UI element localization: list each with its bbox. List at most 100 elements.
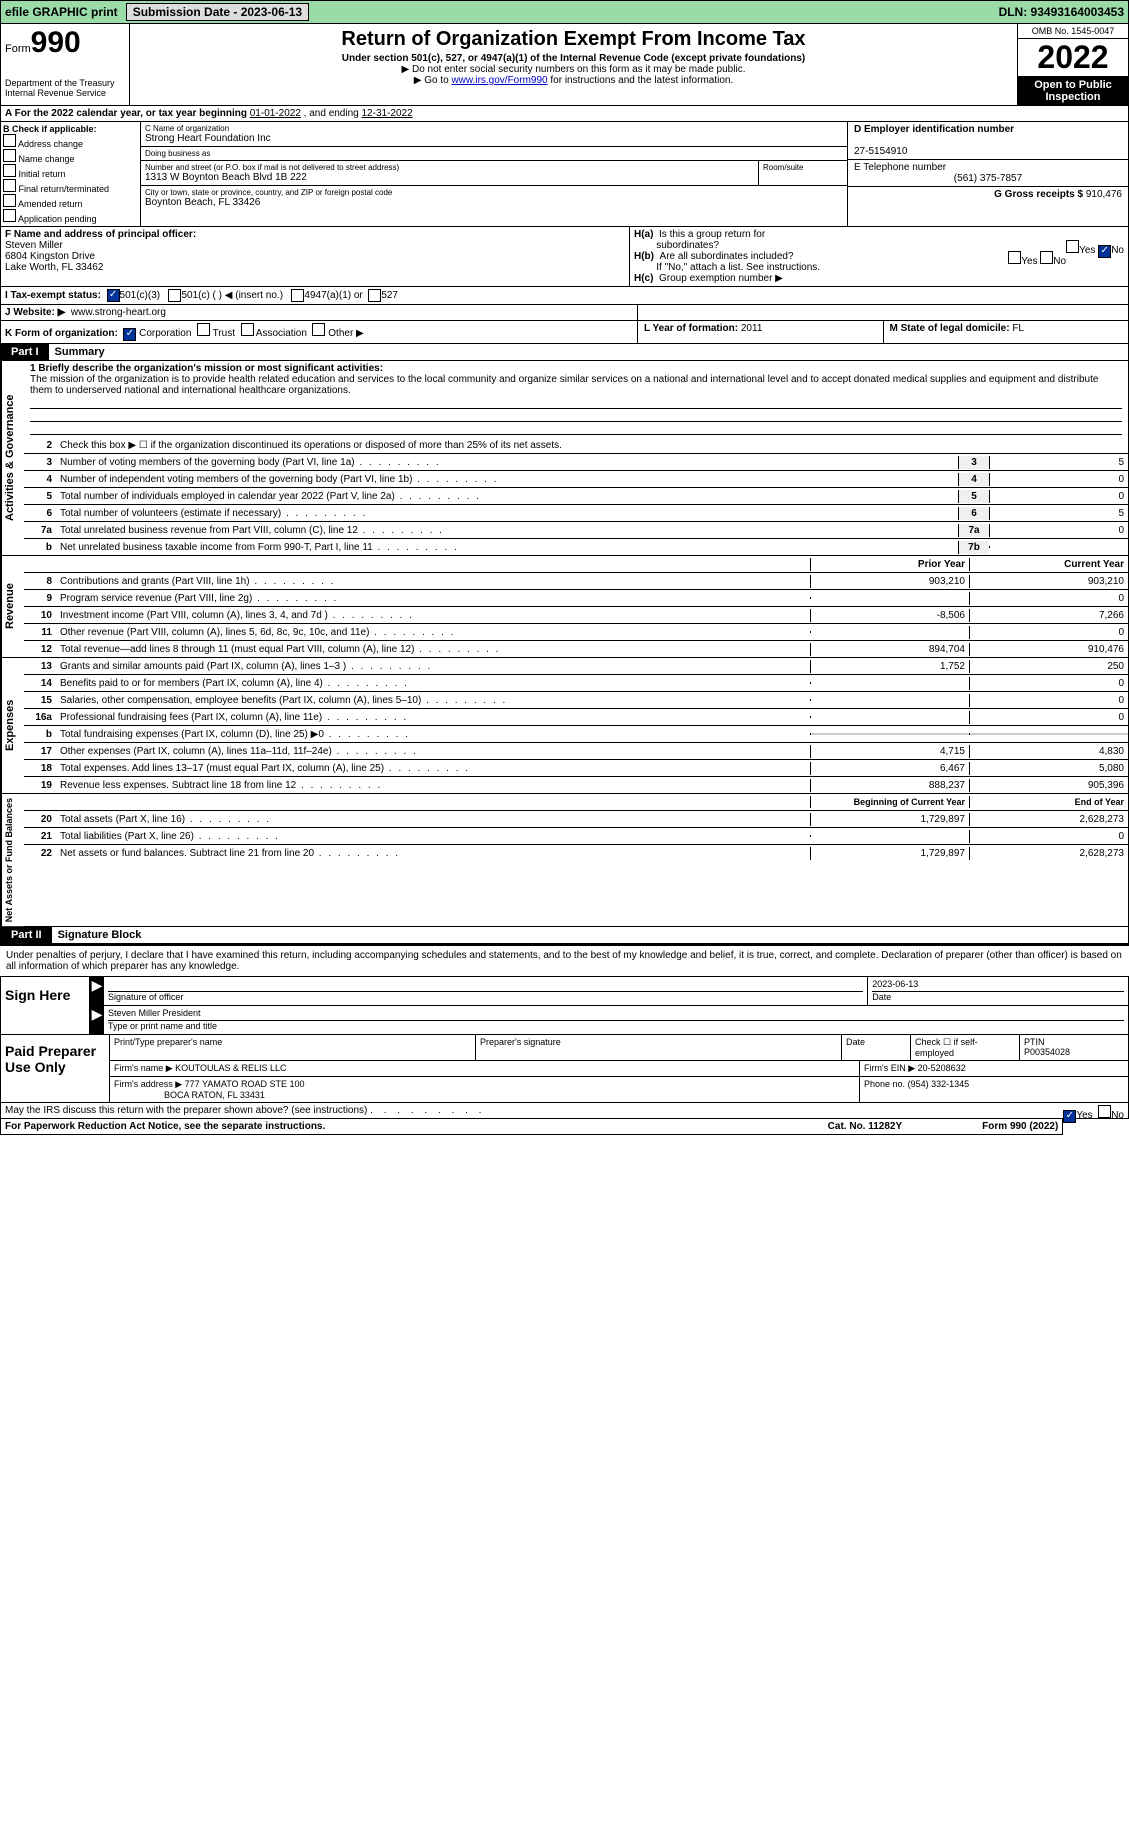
form-trust[interactable] xyxy=(197,323,210,336)
form-corp[interactable]: ✓ xyxy=(123,328,136,341)
discuss-yes[interactable]: ✓ xyxy=(1063,1110,1076,1123)
dba-label: Doing business as xyxy=(145,149,843,158)
ein-value: 27-5154910 xyxy=(854,146,907,157)
declaration-text: Under penalties of perjury, I declare th… xyxy=(0,944,1129,976)
line-10: 10 Investment income (Part VIII, column … xyxy=(24,607,1128,624)
gross-value: 910,476 xyxy=(1086,189,1122,200)
open-public-label: Open to Public Inspection xyxy=(1018,77,1128,105)
prior-year-header: Prior Year xyxy=(810,558,969,571)
org-name: Strong Heart Foundation Inc xyxy=(145,133,843,144)
sign-here-label: Sign Here xyxy=(1,977,90,1034)
col-b: B Check if applicable: Address change Na… xyxy=(1,122,141,226)
city-value: Boynton Beach, FL 33426 xyxy=(145,197,843,208)
row-f-h: F Name and address of principal officer:… xyxy=(0,227,1129,287)
end-year-header: End of Year xyxy=(969,796,1128,808)
summary-governance: Activities & Governance 1 Briefly descri… xyxy=(0,361,1129,556)
prep-sig-header: Preparer's signature xyxy=(476,1035,842,1060)
efile-label: efile GRAPHIC print xyxy=(5,5,118,19)
phone-value: (561) 375-7857 xyxy=(854,173,1122,184)
col-de: D Employer identification number 27-5154… xyxy=(848,122,1128,226)
checkbox-pending[interactable] xyxy=(3,209,16,222)
irs-label: Internal Revenue Service xyxy=(5,88,125,98)
ptin-label: PTIN xyxy=(1024,1037,1045,1047)
firm-phone: (954) 332-1345 xyxy=(908,1079,970,1089)
sign-date: 2023-06-13 xyxy=(872,979,1124,992)
dln-label: DLN: 93493164003453 xyxy=(999,5,1124,19)
line-4: 4 Number of independent voting members o… xyxy=(24,471,1128,488)
tax-501c3[interactable]: ✓ xyxy=(107,289,120,302)
footer-right: Form 990 (2022) xyxy=(982,1121,1058,1132)
hb-no[interactable] xyxy=(1040,251,1053,264)
line-8: 8 Contributions and grants (Part VIII, l… xyxy=(24,573,1128,590)
officer-addr2: Lake Worth, FL 33462 xyxy=(5,262,103,273)
checkbox-amended[interactable] xyxy=(3,194,16,207)
vert-net: Net Assets or Fund Balances xyxy=(1,794,24,926)
line-18: 18 Total expenses. Add lines 13–17 (must… xyxy=(24,760,1128,777)
line-17: 17 Other expenses (Part IX, column (A), … xyxy=(24,743,1128,760)
current-year-header: Current Year xyxy=(969,558,1128,571)
line-22: 22 Net assets or fund balances. Subtract… xyxy=(24,845,1128,861)
officer-addr1: 6804 Kingston Drive xyxy=(5,251,95,262)
part-2-header: Part II Signature Block xyxy=(0,927,1129,944)
h-b: H(b) Are all subordinates included? Yes … xyxy=(634,251,1124,273)
street-label: Number and street (or P.O. box if mail i… xyxy=(145,163,754,172)
year-formed: 2011 xyxy=(741,323,763,334)
summary-expenses: Expenses 13 Grants and similar amounts p… xyxy=(0,658,1129,794)
footer-mid: Cat. No. 11282Y xyxy=(828,1121,902,1132)
form-other[interactable] xyxy=(312,323,325,336)
row-a: A For the 2022 calendar year, or tax yea… xyxy=(0,106,1129,122)
row-j: J Website: ▶ www.strong-heart.org xyxy=(0,305,1129,321)
paid-preparer-label: Paid Preparer Use Only xyxy=(1,1035,110,1102)
begin-year-header: Beginning of Current Year xyxy=(810,796,969,808)
subtitle-3: ▶ Go to www.irs.gov/Form990 for instruct… xyxy=(136,75,1011,86)
officer-name: Steven Miller xyxy=(5,240,63,251)
checkbox-initial[interactable] xyxy=(3,164,16,177)
dept-label: Department of the Treasury xyxy=(5,78,125,88)
summary-revenue: Revenue Prior Year Current Year 8 Contri… xyxy=(0,556,1129,658)
prep-date-header: Date xyxy=(842,1035,911,1060)
vert-expenses: Expenses xyxy=(1,658,24,793)
line-7a: 7a Total unrelated business revenue from… xyxy=(24,522,1128,539)
checkbox-address[interactable] xyxy=(3,134,16,147)
line-12: 12 Total revenue—add lines 8 through 11 … xyxy=(24,641,1128,657)
gross-label: G Gross receipts $ xyxy=(994,189,1083,200)
submission-button[interactable]: Submission Date - 2023-06-13 xyxy=(126,3,309,21)
tax-527[interactable] xyxy=(368,289,381,302)
prep-self-header: Check ☐ if self-employed xyxy=(911,1035,1020,1060)
line-11: 11 Other revenue (Part VIII, column (A),… xyxy=(24,624,1128,641)
form-title: Return of Organization Exempt From Incom… xyxy=(136,28,1011,51)
hb-yes[interactable] xyxy=(1008,251,1021,264)
h-a: H(a) Is this a group return for subordin… xyxy=(634,229,1124,251)
discuss-no[interactable] xyxy=(1098,1105,1111,1118)
line-6: 6 Total number of volunteers (estimate i… xyxy=(24,505,1128,522)
part-1-header: Part I Summary xyxy=(0,344,1129,361)
tax-4947[interactable] xyxy=(291,289,304,302)
tax-501c[interactable] xyxy=(168,289,181,302)
date-label: Date xyxy=(872,992,891,1002)
line-16a: 16a Professional fundraising fees (Part … xyxy=(24,709,1128,726)
section-b-to-g: B Check if applicable: Address change Na… xyxy=(0,122,1129,227)
summary-net: Net Assets or Fund Balances Beginning of… xyxy=(0,794,1129,927)
firm-addr1: 777 YAMATO ROAD STE 100 xyxy=(185,1079,305,1089)
form-assoc[interactable] xyxy=(241,323,254,336)
checkbox-name[interactable] xyxy=(3,149,16,162)
arrow-icon: ▶ xyxy=(90,1006,104,1034)
line-3: 3 Number of voting members of the govern… xyxy=(24,454,1128,471)
ha-no[interactable]: ✓ xyxy=(1098,245,1111,258)
irs-link[interactable]: www.irs.gov/Form990 xyxy=(451,75,547,86)
col-c: C Name of organization Strong Heart Foun… xyxy=(141,122,848,226)
line-b: b Net unrelated business taxable income … xyxy=(24,539,1128,555)
discuss-row: May the IRS discuss this return with the… xyxy=(0,1103,1129,1119)
line-b: b Total fundraising expenses (Part IX, c… xyxy=(24,726,1128,743)
website-value: www.strong-heart.org xyxy=(71,307,166,318)
vert-revenue: Revenue xyxy=(1,556,24,657)
phone-label: E Telephone number xyxy=(854,162,946,173)
room-label: Room/suite xyxy=(763,163,843,172)
line-13: 13 Grants and similar amounts paid (Part… xyxy=(24,658,1128,675)
signature-label: Signature of officer xyxy=(108,992,183,1002)
ha-yes[interactable] xyxy=(1066,240,1079,253)
arrow-icon: ▶ xyxy=(90,977,104,1005)
line-2: Check this box ▶ ☐ if the organization d… xyxy=(58,439,1128,452)
tax-year: 2022 xyxy=(1018,38,1128,77)
checkbox-final[interactable] xyxy=(3,179,16,192)
